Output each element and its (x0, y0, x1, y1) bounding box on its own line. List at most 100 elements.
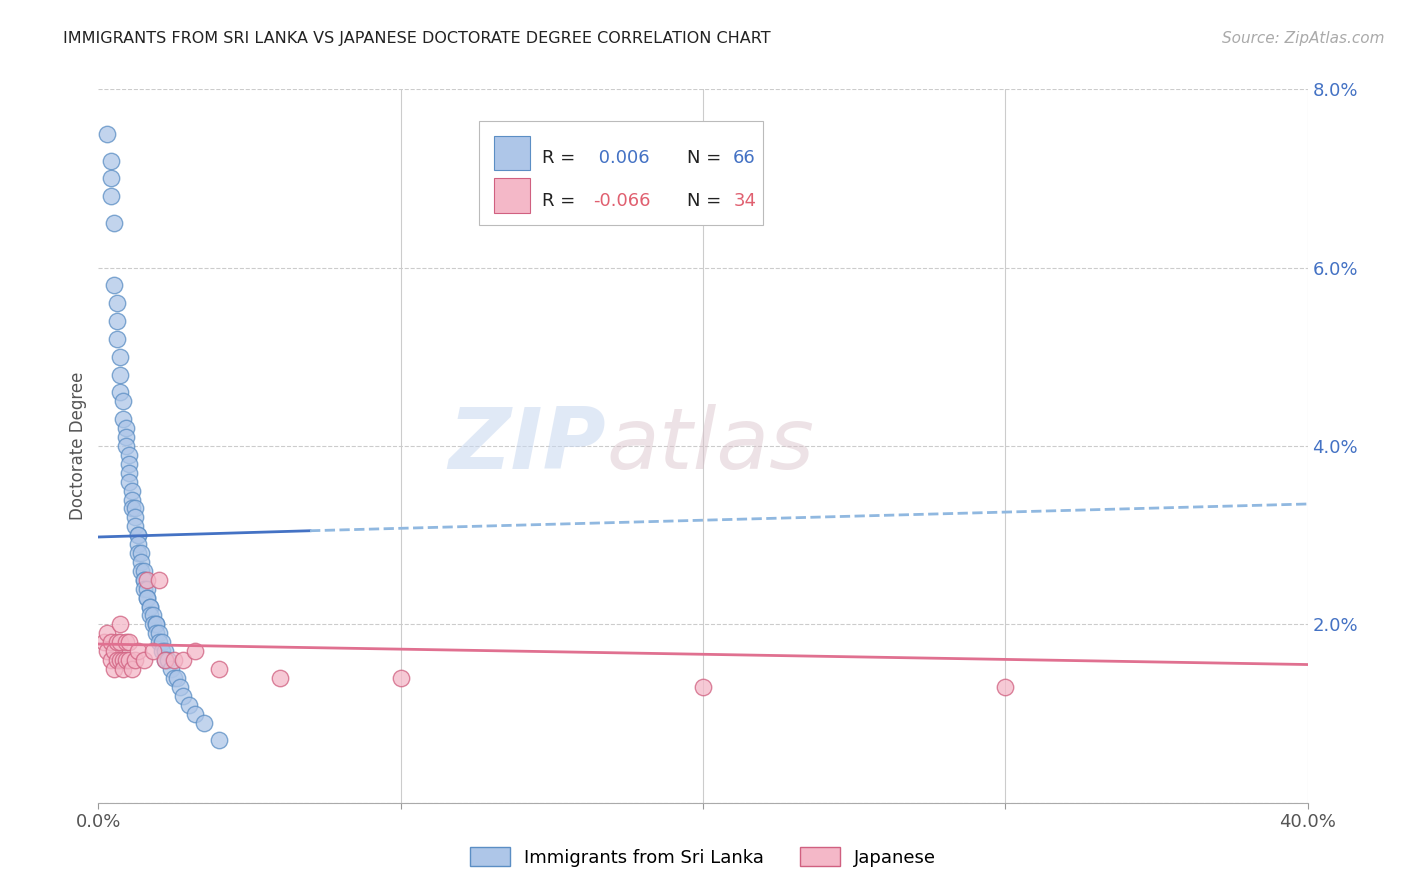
Point (100, 189, 122, 203)
Point (124, 653, 146, 667)
Point (105, 635, 128, 649)
Point (100, 653, 122, 667)
Point (103, 644, 125, 658)
Text: 66: 66 (734, 150, 756, 168)
Point (139, 599, 162, 614)
Point (103, 278, 125, 293)
FancyBboxPatch shape (479, 121, 763, 225)
Point (105, 332, 128, 346)
Point (135, 591, 157, 605)
Point (124, 519, 146, 533)
Text: Source: ZipAtlas.com: Source: ZipAtlas.com (1222, 31, 1385, 46)
Text: N =: N = (688, 150, 727, 168)
Point (148, 626, 170, 640)
Point (96, 127, 118, 141)
Point (208, 662, 231, 676)
Point (108, 385, 131, 400)
Point (692, 680, 714, 694)
Point (105, 314, 128, 328)
Text: 0.006: 0.006 (593, 150, 650, 168)
Point (179, 698, 201, 712)
Text: atlas: atlas (606, 404, 814, 488)
Point (132, 573, 155, 587)
Point (139, 608, 162, 623)
Y-axis label: Doctorate Degree: Doctorate Degree (69, 372, 87, 520)
Text: IMMIGRANTS FROM SRI LANKA VS JAPANESE DOCTORATE DEGREE CORRELATION CHART: IMMIGRANTS FROM SRI LANKA VS JAPANESE DO… (63, 31, 770, 46)
Point (148, 573, 170, 587)
Point (150, 644, 173, 658)
Point (124, 501, 146, 516)
Point (111, 412, 134, 426)
Point (121, 492, 143, 507)
Point (145, 626, 167, 640)
Point (96, 644, 118, 658)
Text: 34: 34 (734, 193, 756, 211)
Text: N =: N = (688, 193, 727, 211)
Point (121, 483, 143, 498)
Point (166, 671, 188, 685)
Point (139, 599, 162, 614)
Bar (494, 178, 530, 212)
Point (132, 653, 155, 667)
Legend: Immigrants from Sri Lanka, Japanese: Immigrants from Sri Lanka, Japanese (463, 840, 943, 874)
Point (127, 537, 149, 551)
Point (163, 671, 186, 685)
Point (118, 457, 141, 471)
Point (135, 573, 157, 587)
Point (145, 617, 167, 632)
Point (145, 617, 167, 632)
Point (129, 546, 152, 560)
Point (153, 653, 176, 667)
Point (108, 635, 131, 649)
Point (129, 555, 152, 569)
Point (172, 689, 194, 703)
Point (121, 662, 143, 676)
Point (389, 671, 412, 685)
Point (93, 635, 115, 649)
Point (160, 662, 183, 676)
Point (132, 564, 155, 578)
Point (105, 653, 128, 667)
Bar (494, 136, 530, 169)
Point (114, 430, 136, 444)
Text: -0.066: -0.066 (593, 193, 651, 211)
Point (184, 644, 207, 658)
Point (148, 635, 170, 649)
Point (111, 394, 134, 409)
Point (169, 680, 191, 694)
Point (127, 528, 149, 542)
Point (208, 733, 231, 747)
Point (100, 171, 122, 186)
Point (135, 582, 157, 596)
Point (100, 153, 122, 168)
Point (114, 421, 136, 435)
Point (172, 653, 194, 667)
Point (118, 466, 141, 480)
Point (103, 662, 125, 676)
Point (108, 350, 131, 364)
Point (96, 626, 118, 640)
Point (153, 653, 176, 667)
Point (142, 644, 165, 658)
Point (156, 653, 179, 667)
Point (269, 671, 291, 685)
Point (127, 546, 149, 560)
Point (135, 591, 157, 605)
Point (118, 635, 141, 649)
Point (150, 635, 173, 649)
Point (127, 528, 149, 542)
Point (121, 501, 143, 516)
Text: R =: R = (543, 150, 581, 168)
Point (100, 635, 122, 649)
Point (108, 368, 131, 382)
Point (111, 662, 134, 676)
Point (132, 582, 155, 596)
Point (142, 617, 165, 632)
Point (132, 573, 155, 587)
Point (193, 715, 215, 730)
Point (118, 475, 141, 489)
Point (118, 448, 141, 462)
Point (103, 216, 125, 230)
Text: R =: R = (543, 193, 581, 211)
Point (105, 296, 128, 310)
